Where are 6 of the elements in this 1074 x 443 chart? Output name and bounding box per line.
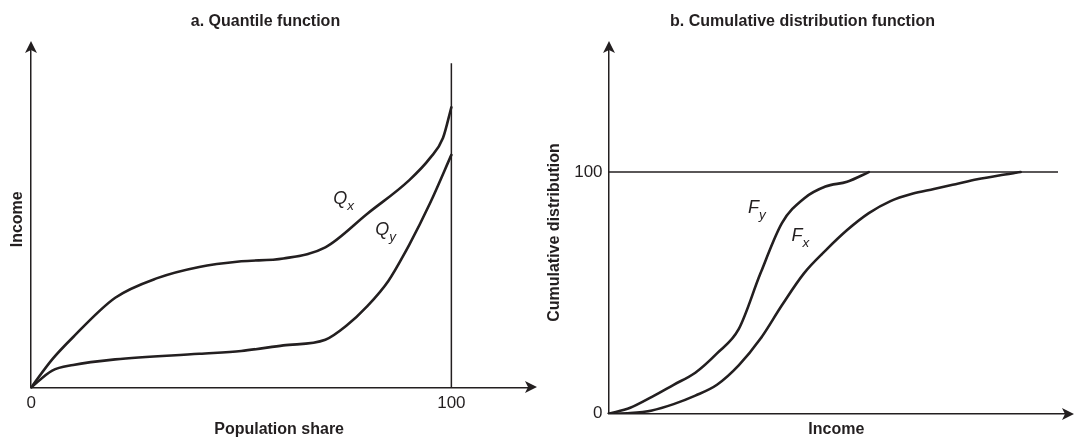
x-axis-title: Population share <box>214 419 345 437</box>
x-axis-title: Income <box>808 419 865 437</box>
chart-title: b. Cumulative distribution function <box>670 12 935 30</box>
y-axis-title: Cumulative distribution <box>545 143 563 322</box>
chart-title: a. Quantile function <box>190 12 341 30</box>
y-axis-title: Income <box>8 191 26 248</box>
